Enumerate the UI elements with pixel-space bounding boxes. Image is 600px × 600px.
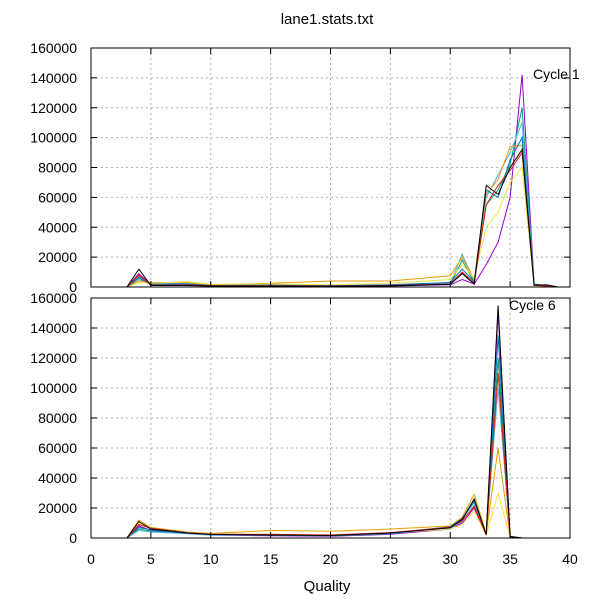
panel-top-grid [91,48,570,287]
series-line-6 [126,135,559,288]
panel-top-series [126,74,559,288]
panel-top-label: Cycle 1 [533,66,580,82]
panel-bottom-grid [91,298,570,538]
y-tick-label: 120000 [30,350,77,366]
y-tick-label: 100000 [30,130,77,146]
series-line-4 [126,144,559,288]
x-tick-label: 35 [502,551,518,567]
series-line-8 [126,305,523,539]
series-line-1 [126,74,559,288]
y-tick-label: 140000 [30,320,77,336]
x-tick-label: 10 [203,551,219,567]
x-axis-label: Quality [304,578,351,595]
panel-bottom-ticks: 0 20000 40000 60000 80000 100000 120000 140000 1… [30,290,571,546]
y-tick-label: 160000 [30,40,77,56]
y-tick-label: 80000 [38,160,77,176]
y-tick-label: 60000 [38,189,77,205]
panel-top-ticks: 0 20000 40000 60000 80000 100000 120000 140000 1… [30,40,571,295]
y-tick-label: 160000 [30,290,77,306]
y-tick-label: 20000 [38,500,77,516]
series-line-1 [126,312,523,539]
chart-title: lane1.stats.txt [281,11,374,28]
x-tick-label: 0 [87,551,95,567]
x-tick-label: 15 [263,551,279,567]
y-tick-label: 120000 [30,100,77,116]
panel-bottom-label: Cycle 6 [509,297,556,313]
panel-top: 0 20000 40000 60000 80000 100000 120000 140000 1… [30,40,580,295]
y-tick-label: 60000 [38,440,77,456]
y-tick-label: 80000 [38,410,77,426]
y-tick-label: 40000 [38,219,77,235]
y-tick-label: 20000 [38,249,77,265]
x-tick-label: 40 [562,551,578,567]
x-tick-label: 20 [323,551,339,567]
x-tick-label: 30 [442,551,458,567]
y-tick-label: 0 [69,279,77,295]
series-line-4 [126,447,523,539]
x-tick-label: 5 [147,551,155,567]
y-tick-label: 0 [69,530,77,546]
series-line-7 [126,151,559,288]
series-line-3 [126,122,559,288]
series-line-8 [126,148,559,288]
series-line-5 [126,166,559,288]
series-line-7 [126,372,523,539]
y-tick-label: 100000 [30,380,77,396]
y-tick-label: 40000 [38,470,77,486]
x-tick-label: 25 [383,551,399,567]
panel-bottom-series [126,305,523,539]
y-tick-label: 140000 [30,70,77,86]
panel-bottom: 0 20000 40000 60000 80000 100000 120000 140000 1… [30,290,571,546]
x-axis: 0 5 10 15 20 25 30 35 40 [87,551,578,567]
